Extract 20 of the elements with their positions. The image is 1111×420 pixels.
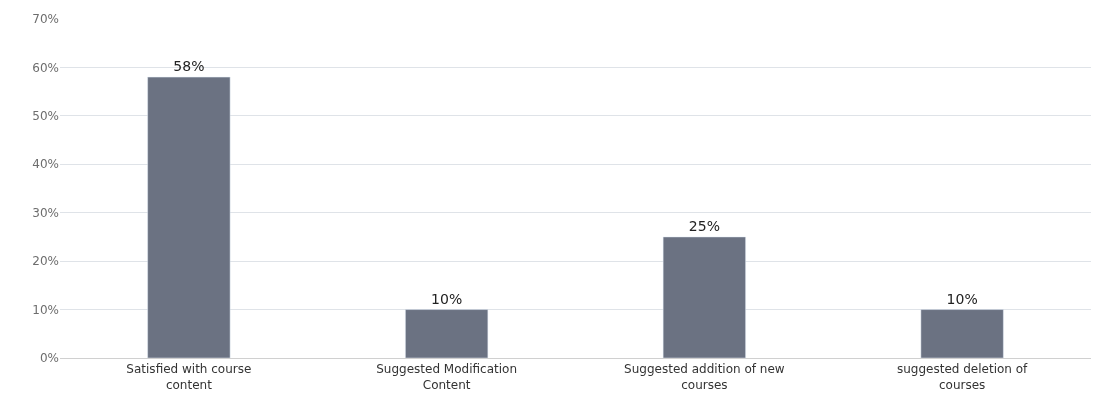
data-label: 10% [946,290,978,307]
bar [405,309,489,358]
data-label: 58% [173,58,205,75]
bar [662,236,746,358]
x-tick-label: Satisfied with course content [126,362,252,392]
data-label: 10% [431,290,463,307]
bar [920,309,1004,358]
y-tick-label: 70% [32,12,59,27]
data-label: 25% [688,217,720,234]
y-tick-label: 10% [32,302,59,317]
y-tick-label: 0% [39,351,59,366]
y-tick-label: 30% [32,205,59,220]
y-tick-label: 20% [32,254,59,269]
x-tick-label: suggested deletion of courses [896,362,1029,392]
y-tick-label: 60% [32,60,59,75]
x-tick-label: Suggested addition of new courses [624,362,785,392]
y-tick-label: 50% [32,109,59,124]
x-tick-label: Suggested Modification Content [376,362,518,392]
bar [147,76,231,358]
y-tick-label: 40% [32,157,59,172]
